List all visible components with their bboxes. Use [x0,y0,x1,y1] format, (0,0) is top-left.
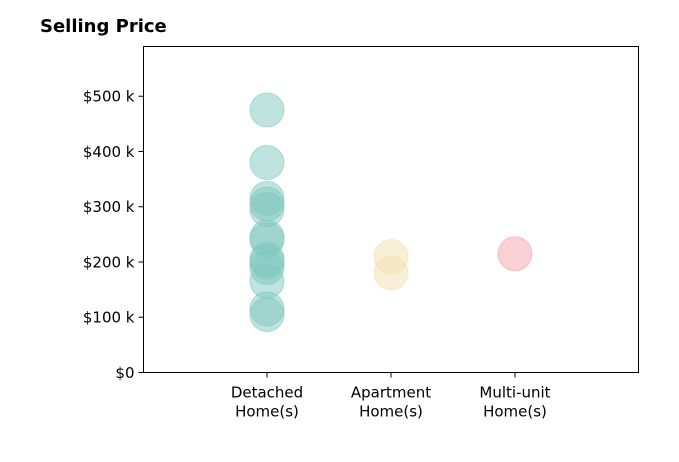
data-point [249,296,285,332]
chart-title: Selling Price [40,16,167,37]
data-point [373,255,409,291]
y-tick-label: $500 k [83,88,135,106]
x-axis: Detached Home(s) Apartment Home(s) Multi-uni… [231,372,551,421]
y-tick-label: $100 k [83,309,135,327]
x-tick-label: Multi-unit Home(s) [479,384,550,421]
x-tick-label: Detached Home(s) [231,384,303,421]
y-tick-label: $200 k [83,253,135,271]
data-point [249,92,285,128]
y-tick-label: $400 k [83,143,135,161]
y-axis: $0 $100 k $200 k $300 k $400 k $500 k [83,88,144,382]
data-point [249,145,285,181]
x-tick-label: Apartment Home(s) [351,384,431,421]
plot-frame [143,46,639,373]
points-layer [249,92,533,332]
y-tick-label: $0 [115,364,134,382]
y-tick-label: $300 k [83,198,135,216]
data-point [497,236,533,272]
